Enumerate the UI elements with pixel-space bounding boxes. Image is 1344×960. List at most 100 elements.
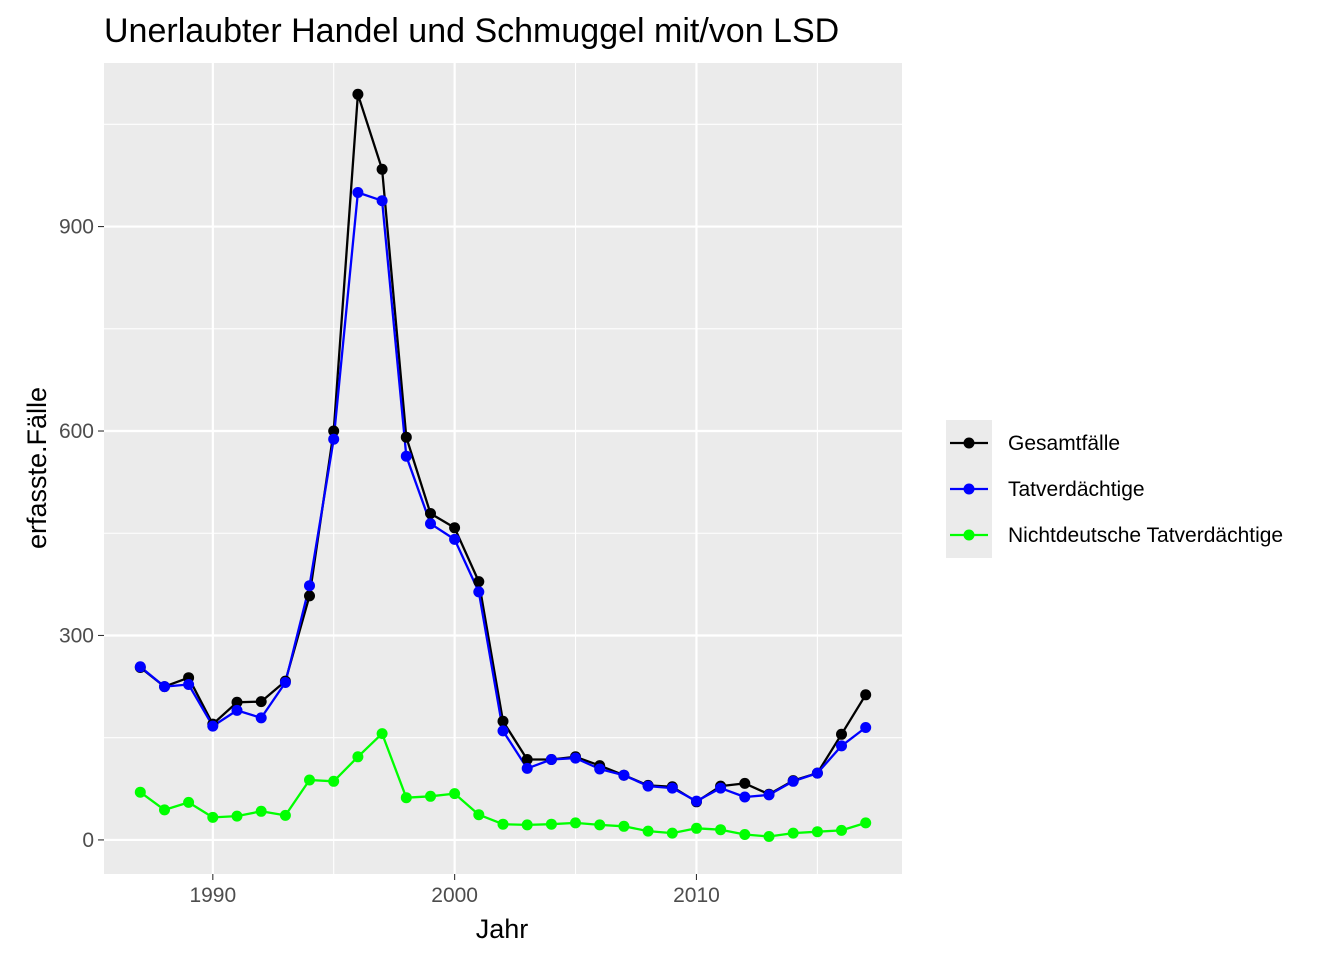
legend-label: Gesamtfälle — [1008, 432, 1120, 455]
data-point — [352, 187, 364, 198]
data-point — [787, 775, 799, 787]
data-point — [376, 728, 388, 740]
data-point — [497, 715, 509, 727]
data-point — [739, 829, 751, 840]
y-tick-label: 600 — [59, 420, 94, 443]
data-point — [425, 508, 436, 519]
data-point — [739, 777, 751, 789]
data-point — [328, 775, 340, 787]
data-point — [304, 774, 315, 786]
data-point — [836, 740, 847, 752]
data-point — [255, 696, 267, 708]
data-point — [545, 818, 557, 830]
data-point — [691, 795, 702, 807]
data-point — [352, 88, 364, 100]
data-point — [279, 809, 291, 821]
data-point — [376, 163, 388, 175]
data-point — [545, 754, 557, 765]
data-point — [497, 818, 509, 830]
data-point — [400, 450, 412, 462]
data-point — [521, 754, 533, 765]
data-point — [134, 786, 146, 798]
x-axis: 1990 2000 2010 — [189, 874, 720, 907]
x-tick-label: 2010 — [673, 884, 720, 907]
y-tick-label: 300 — [59, 624, 94, 647]
data-point — [642, 825, 654, 837]
y-tick-label: 900 — [59, 216, 94, 239]
data-point — [304, 580, 315, 592]
data-point — [304, 590, 315, 602]
data-point — [691, 822, 702, 834]
legend-key-point — [963, 437, 975, 449]
data-point — [715, 782, 727, 794]
data-point — [231, 696, 243, 708]
plot-panel — [104, 63, 902, 874]
data-point — [425, 790, 436, 802]
data-point — [400, 792, 412, 804]
data-point — [836, 728, 847, 740]
data-point — [618, 820, 630, 832]
data-point — [787, 827, 799, 839]
data-point — [207, 811, 219, 823]
data-point — [425, 518, 436, 530]
data-point — [860, 722, 872, 733]
data-point — [594, 763, 606, 775]
data-point — [618, 769, 630, 781]
data-point — [666, 782, 678, 794]
data-point — [159, 804, 170, 816]
data-point — [666, 827, 678, 839]
data-point — [811, 767, 823, 779]
data-point — [594, 819, 606, 831]
gridlines — [104, 63, 902, 874]
legend-label: Nichtdeutsche Tatverdächtige — [1008, 524, 1283, 547]
data-point — [715, 824, 727, 836]
data-point — [860, 817, 872, 829]
data-point — [570, 752, 581, 764]
data-point — [449, 522, 461, 534]
data-point — [328, 433, 340, 445]
data-point — [134, 661, 146, 673]
data-point — [376, 195, 388, 207]
y-axis-title: erfasste.Fälle — [22, 387, 52, 549]
y-tick-label: 0 — [82, 829, 94, 852]
data-point — [231, 810, 243, 822]
data-point — [860, 689, 872, 701]
data-point — [473, 576, 485, 588]
data-point — [836, 824, 847, 836]
data-point — [521, 819, 533, 831]
data-point — [231, 704, 243, 716]
data-point — [449, 533, 461, 545]
legend-key-point — [963, 529, 975, 541]
y-axis: 0 300 600 900 — [59, 216, 104, 852]
data-point — [279, 677, 291, 688]
data-point — [207, 720, 219, 732]
x-tick-label: 2000 — [431, 884, 478, 907]
data-point — [352, 751, 364, 763]
data-point — [570, 817, 581, 829]
data-point — [811, 826, 823, 838]
series-points — [134, 88, 872, 842]
data-point — [183, 679, 195, 690]
data-point — [449, 788, 461, 800]
legend: Gesamtfälle Tatverdächtige Nichtdeutsche T… — [946, 420, 1283, 558]
data-point — [739, 791, 751, 803]
data-point — [159, 681, 170, 693]
data-point — [642, 780, 654, 792]
data-point — [473, 586, 485, 598]
data-point — [763, 831, 775, 842]
data-point — [400, 431, 412, 443]
data-point — [763, 789, 775, 801]
data-point — [497, 725, 509, 737]
data-point — [521, 762, 533, 774]
legend-label: Tatverdächtige — [1008, 478, 1145, 501]
x-axis-title: Jahr — [476, 914, 529, 944]
data-point — [183, 796, 195, 808]
data-point — [328, 425, 340, 437]
data-point — [255, 805, 267, 817]
data-point — [473, 809, 485, 821]
data-point — [255, 712, 267, 724]
x-tick-label: 1990 — [189, 884, 236, 907]
legend-key-point — [963, 483, 975, 495]
chart-title: Unerlaubter Handel und Schmuggel mit/von… — [104, 12, 839, 50]
